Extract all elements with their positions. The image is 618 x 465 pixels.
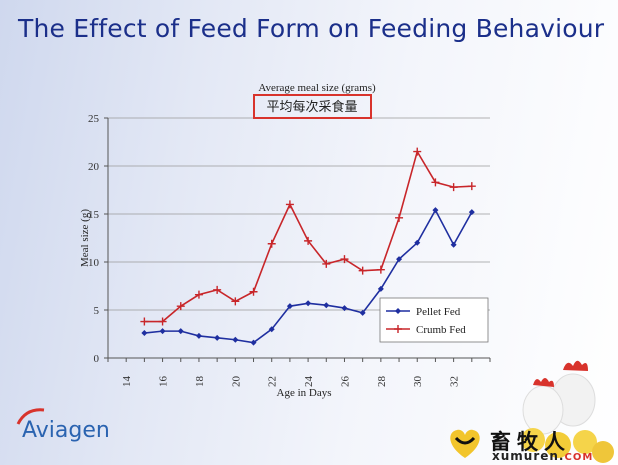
data-point <box>214 334 221 341</box>
x-tick-label: 14 <box>121 376 133 388</box>
data-point <box>340 255 349 264</box>
data-point <box>449 183 458 192</box>
chart-subtitle: 平均每次采食量 <box>266 99 357 115</box>
y-tick-label: 25 <box>88 113 100 125</box>
data-point <box>249 287 258 296</box>
data-point <box>450 241 457 248</box>
series-line-crumb-fed <box>144 149 472 323</box>
x-tick-label: 24 <box>303 376 315 388</box>
y-tick-label: 5 <box>94 305 100 317</box>
data-point <box>395 213 404 222</box>
chickens-image-icon <box>521 360 614 463</box>
x-tick-label: 22 <box>267 376 279 387</box>
data-point <box>141 330 148 337</box>
data-point <box>267 239 276 248</box>
data-point <box>159 328 166 335</box>
data-point <box>323 302 330 309</box>
slide-title: The Effect of Feed Form on Feeding Behav… <box>18 14 605 43</box>
data-point <box>431 178 440 187</box>
data-point <box>268 326 275 333</box>
y-tick-label: 0 <box>94 353 100 365</box>
data-point <box>286 303 293 310</box>
data-point <box>232 336 239 343</box>
x-tick-label: 16 <box>158 376 170 388</box>
legend-label: Crumb Fed <box>416 324 466 336</box>
y-tick-label: 20 <box>88 161 100 173</box>
subtitle-highlight-box <box>253 94 372 119</box>
data-point <box>195 332 202 339</box>
data-point <box>432 207 439 214</box>
data-point <box>158 317 167 326</box>
x-tick-label: 32 <box>449 376 461 387</box>
data-point <box>358 266 367 275</box>
chart-title: Average meal size (grams) <box>258 82 376 94</box>
watermark-url: xumuren.COM <box>492 449 594 463</box>
aviagen-logo: Aviagen <box>22 418 110 443</box>
y-tick-label: 10 <box>88 257 100 269</box>
x-tick-label: 26 <box>339 376 351 388</box>
data-point <box>341 305 348 312</box>
aviagen-swoosh-icon <box>16 408 45 425</box>
axes-layer: 0 5 10 15 20 25 14 16 18 20 22 24 26 28 30 32 <box>88 113 491 388</box>
x-tick-label: 28 <box>376 376 388 388</box>
legend-marker <box>394 325 402 333</box>
data-point <box>231 297 240 306</box>
data-point <box>250 339 257 346</box>
data-point <box>377 285 384 292</box>
data-point <box>468 209 475 216</box>
legend-label: Pellet Fed <box>416 306 461 318</box>
xumuren-logo-icon <box>450 429 480 458</box>
data-point <box>285 200 294 209</box>
data-point <box>359 309 366 316</box>
data-point <box>194 290 203 299</box>
data-point <box>413 147 422 156</box>
series-layer <box>140 147 476 346</box>
data-point <box>376 265 385 274</box>
y-tick-label: 15 <box>88 209 100 221</box>
data-point <box>322 259 331 268</box>
x-axis-label: Age in Days <box>277 387 332 399</box>
x-tick-label: 18 <box>194 376 206 388</box>
data-point <box>176 302 185 311</box>
data-point <box>213 285 222 294</box>
data-point <box>467 182 476 191</box>
legend-box <box>379 297 489 343</box>
y-axis-label: Meal size (g) <box>79 209 91 267</box>
data-point <box>304 236 313 245</box>
legend-layer: Pellet Fed Crumb Fed <box>379 297 489 343</box>
data-point <box>414 239 421 246</box>
data-point <box>396 256 403 263</box>
data-point <box>140 317 149 326</box>
legend-marker <box>395 308 401 314</box>
data-point <box>305 300 312 307</box>
x-tick-label: 20 <box>230 376 242 388</box>
x-tick-label: 30 <box>412 376 424 388</box>
data-point <box>177 328 184 335</box>
watermark-cn: 畜牧人 <box>490 430 571 454</box>
